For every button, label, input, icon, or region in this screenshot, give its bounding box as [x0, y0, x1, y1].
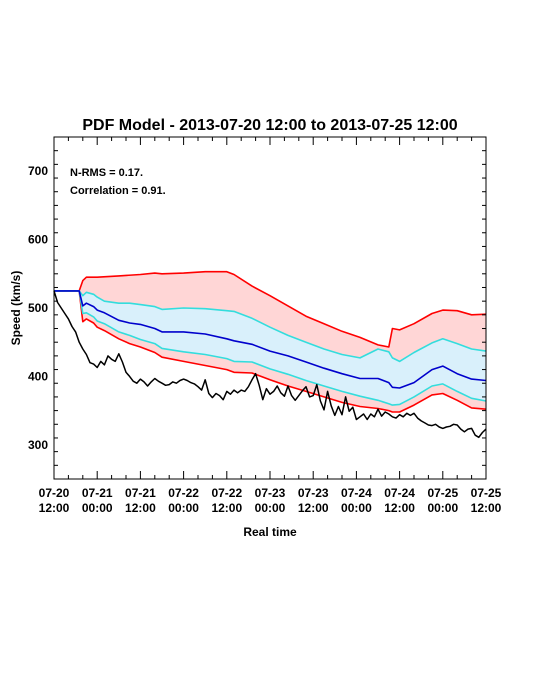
- y-tick-label: 500: [28, 301, 48, 315]
- x-tick-label-time: 00:00: [255, 501, 286, 515]
- x-tick-label-date: 07-21: [82, 486, 113, 500]
- x-tick-label-date: 07-23: [298, 486, 329, 500]
- plot-area: [53, 270, 487, 439]
- x-tick-label-date: 07-23: [255, 486, 286, 500]
- chart-title: PDF Model - 2013-07-20 12:00 to 2013-07-…: [82, 117, 457, 134]
- x-tick-label-time: 00:00: [82, 501, 113, 515]
- x-tick-label-date: 07-25: [427, 486, 458, 500]
- x-tick-label-date: 07-24: [341, 486, 372, 500]
- x-tick-label-time: 12:00: [471, 501, 502, 515]
- correlation-annotation: Correlation = 0.91.: [70, 185, 166, 197]
- x-tick-label-time: 00:00: [341, 501, 372, 515]
- x-tick-label-time: 12:00: [125, 501, 156, 515]
- y-axis: 300 400 500 600 700: [28, 136, 486, 480]
- x-tick-label-date: 07-25: [471, 486, 502, 500]
- x-tick-label-date: 07-22: [211, 486, 242, 500]
- x-tick-label-date: 07-20: [39, 486, 70, 500]
- outer-lower-line: [54, 290, 487, 413]
- x-tick-label-date: 07-24: [384, 486, 415, 500]
- y-tick-label: 700: [28, 164, 48, 178]
- y-tick-label: 300: [28, 438, 48, 452]
- x-tick-label-time: 00:00: [427, 501, 458, 515]
- inner-band: [54, 290, 486, 406]
- inner-upper-line: [54, 290, 487, 363]
- x-tick-label-date: 07-21: [125, 486, 156, 500]
- x-tick-label-date: 07-22: [168, 486, 199, 500]
- x-tick-label-time: 12:00: [298, 501, 329, 515]
- y-tick-label: 400: [28, 369, 48, 383]
- median-line: [54, 290, 487, 389]
- y-tick-label: 600: [28, 233, 48, 247]
- x-axis-label: Real time: [243, 525, 297, 539]
- x-axis: 07-2012:0007-2100:0007-2112:0007-2200:00…: [39, 137, 502, 515]
- x-tick-label-time: 12:00: [211, 501, 242, 515]
- observed-line: [53, 290, 487, 439]
- nrms-annotation: N-RMS = 0.17.: [70, 167, 143, 179]
- x-tick-label-time: 12:00: [39, 501, 70, 515]
- inner-lower-line: [54, 290, 487, 406]
- y-axis-label: Speed (km/s): [9, 271, 23, 346]
- x-tick-label-time: 12:00: [384, 501, 415, 515]
- x-tick-label-time: 00:00: [168, 501, 199, 515]
- outer-upper-line: [54, 270, 487, 348]
